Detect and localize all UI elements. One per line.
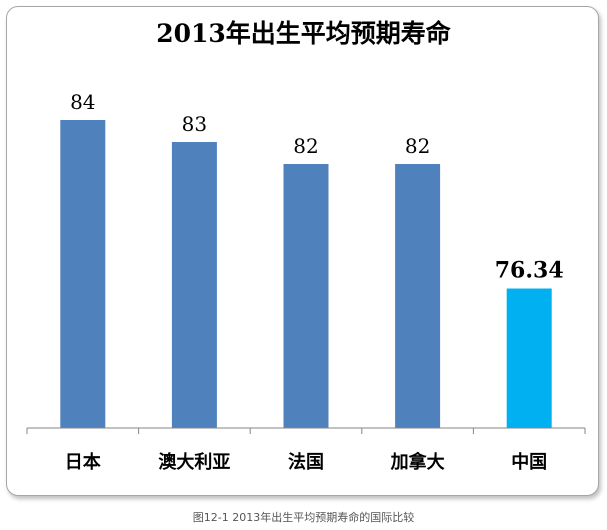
category-label: 澳大利亚 [158,451,230,473]
category-label: 日本 [65,451,101,473]
chart-title: 2013年出生平均预期寿命 [156,19,451,48]
data-label: 83 [182,112,207,136]
category-label: 中国 [511,451,547,473]
bar [283,164,329,428]
data-label: 84 [70,90,95,114]
category-label: 法国 [288,451,324,473]
data-label: 82 [405,134,430,158]
bar [171,142,217,428]
category-label: 加拿大 [390,451,445,473]
bar [60,120,106,428]
data-label: 82 [293,134,318,158]
bar [506,288,552,428]
data-label: 76.34 [495,258,564,284]
figure-caption: 图12-1 2013年出生平均预期寿命的国际比较 [192,511,415,524]
bar [395,164,441,428]
